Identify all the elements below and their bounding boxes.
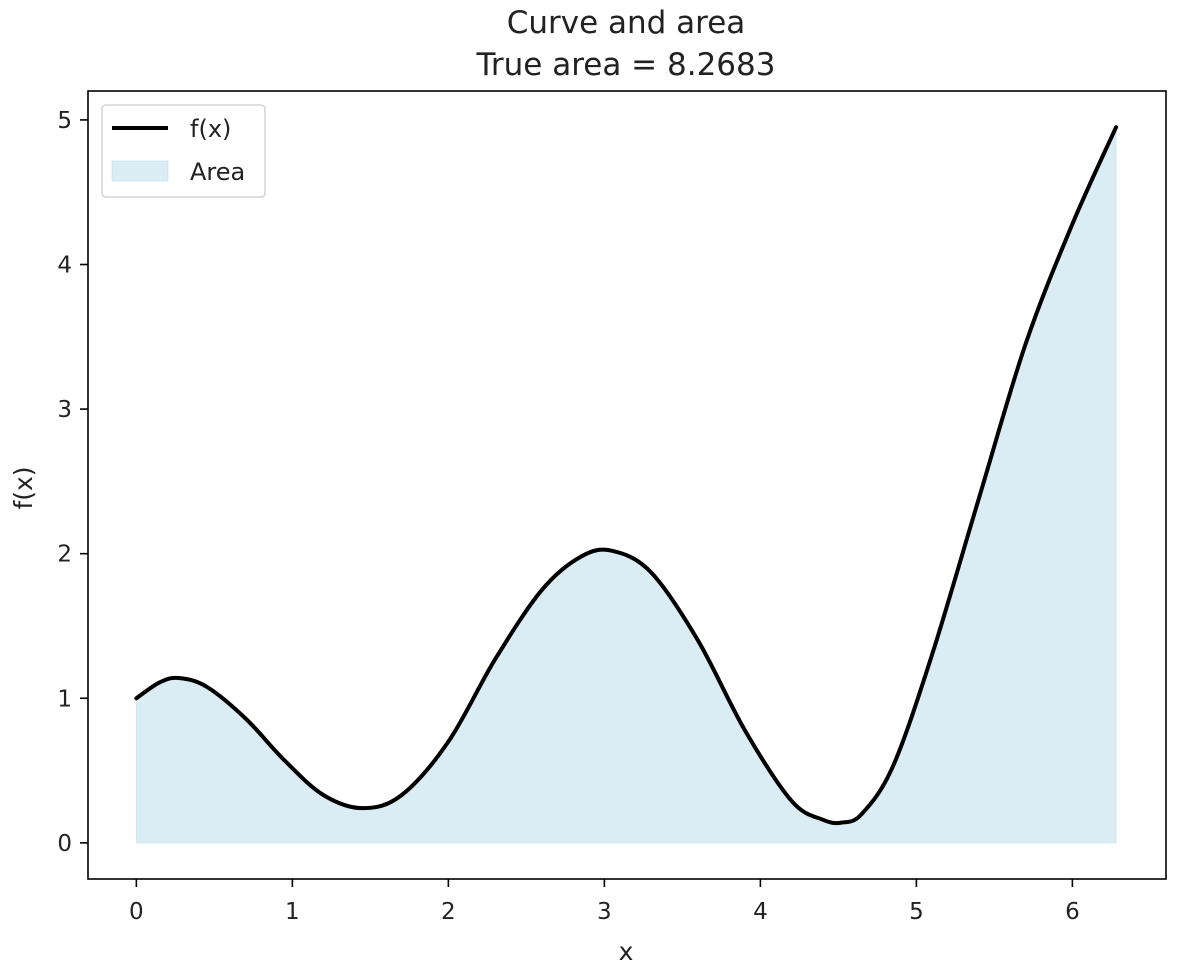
curve-layer [134,125,1119,826]
x-tick-label: 2 [441,899,456,925]
x-tick-label: 4 [753,899,768,925]
legend: f(x) Area [101,104,266,198]
x-axis-ticks: 0 1 2 3 4 5 6 [129,879,1080,925]
y-axis-ticks: 0 1 2 3 4 5 [57,108,88,857]
chart-subtitle: True area = 8.2683 [476,47,776,83]
legend-label-area: Area [190,158,245,186]
curve-line [134,125,1119,826]
area-fill [135,126,1117,844]
x-tick-label: 6 [1065,899,1080,925]
plot-frame [87,90,1167,880]
x-axis-label: x [619,937,634,966]
chart-title: Curve and area [507,5,746,41]
x-tick-label: 1 [285,899,300,925]
y-tick-label: 1 [57,686,72,712]
y-tick-label: 0 [57,831,72,857]
y-tick-label: 2 [57,542,72,568]
y-tick-label: 4 [57,253,72,279]
y-tick-label: 3 [57,397,72,423]
y-tick-label: 5 [57,108,72,134]
x-tick-label: 5 [909,899,924,925]
area-fill-layer [135,126,1117,844]
x-tick-label: 0 [129,899,144,925]
y-axis-label: f(x) [9,466,38,509]
legend-label-curve: f(x) [190,115,231,143]
x-tick-label: 3 [597,899,612,925]
legend-area-swatch [111,160,169,182]
